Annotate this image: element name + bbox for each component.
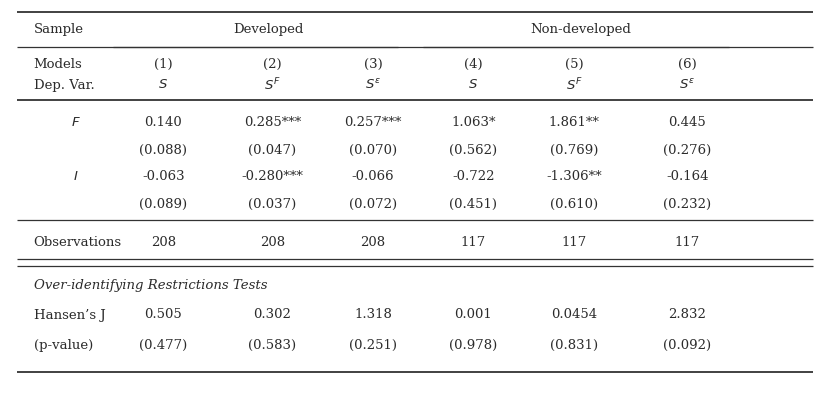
Text: 0.0454: 0.0454 [551, 308, 597, 322]
Text: 0.505: 0.505 [144, 308, 183, 322]
Text: (0.276): (0.276) [663, 144, 711, 156]
Text: 0.001: 0.001 [454, 308, 493, 322]
Text: $\mathit{S}^{\varepsilon}$: $\mathit{S}^{\varepsilon}$ [679, 78, 696, 92]
Text: (0.451): (0.451) [449, 197, 498, 211]
Text: 0.257***: 0.257*** [344, 115, 401, 129]
Text: Over-identifying Restrictions Tests: Over-identifying Restrictions Tests [34, 279, 267, 293]
Text: (1): (1) [154, 57, 173, 70]
Text: (0.047): (0.047) [248, 144, 297, 156]
Text: (0.088): (0.088) [139, 144, 188, 156]
Text: (0.089): (0.089) [139, 197, 188, 211]
Text: Hansen’s J: Hansen’s J [34, 308, 106, 322]
Text: (0.251): (0.251) [349, 339, 397, 351]
Text: -0.063: -0.063 [142, 170, 184, 183]
Text: (4): (4) [464, 57, 483, 70]
Text: Dep. Var.: Dep. Var. [34, 78, 94, 92]
Text: (0.232): (0.232) [663, 197, 711, 211]
Text: 117: 117 [675, 236, 700, 250]
Text: $\mathit{S}^{\mathit{F}}$: $\mathit{S}^{\mathit{F}}$ [566, 77, 582, 93]
Text: $\mathit{S}$: $\mathit{S}$ [468, 78, 478, 92]
Text: 1.318: 1.318 [354, 308, 392, 322]
Text: -0.280***: -0.280*** [241, 170, 303, 183]
Text: (3): (3) [364, 57, 382, 70]
Text: 0.285***: 0.285*** [244, 115, 301, 129]
Text: 117: 117 [461, 236, 486, 250]
Text: $\mathit{S}^{\varepsilon}$: $\mathit{S}^{\varepsilon}$ [365, 78, 381, 92]
Text: 117: 117 [561, 236, 587, 250]
Text: 1.063*: 1.063* [451, 115, 496, 129]
Text: $\mathit{S}$: $\mathit{S}$ [158, 78, 168, 92]
Text: -0.164: -0.164 [666, 170, 708, 183]
Text: 0.140: 0.140 [144, 115, 183, 129]
Text: 208: 208 [260, 236, 285, 250]
Text: (5): (5) [565, 57, 583, 70]
Text: Developed: Developed [233, 23, 303, 37]
Text: (p-value): (p-value) [34, 339, 93, 351]
Text: (2): (2) [263, 57, 282, 70]
Text: (0.072): (0.072) [349, 197, 397, 211]
Text: (0.092): (0.092) [663, 339, 711, 351]
Text: (0.477): (0.477) [139, 339, 188, 351]
Text: (0.037): (0.037) [248, 197, 297, 211]
Text: -0.722: -0.722 [453, 170, 494, 183]
Text: 0.445: 0.445 [668, 115, 706, 129]
Text: -1.306**: -1.306** [546, 170, 602, 183]
Text: $\mathit{F}$: $\mathit{F}$ [70, 115, 80, 129]
Text: 0.302: 0.302 [253, 308, 292, 322]
Text: (0.562): (0.562) [449, 144, 498, 156]
Text: Models: Models [34, 57, 82, 70]
Text: 208: 208 [360, 236, 385, 250]
Text: 2.832: 2.832 [668, 308, 706, 322]
Text: 208: 208 [151, 236, 176, 250]
Text: Non-developed: Non-developed [530, 23, 631, 37]
Text: Sample: Sample [34, 23, 84, 37]
Text: $\mathit{S}^{\mathit{F}}$: $\mathit{S}^{\mathit{F}}$ [264, 77, 281, 93]
Text: (6): (6) [678, 57, 696, 70]
Text: (0.583): (0.583) [248, 339, 297, 351]
Text: (0.831): (0.831) [550, 339, 598, 351]
Text: (0.769): (0.769) [550, 144, 598, 156]
Text: 1.861**: 1.861** [549, 115, 599, 129]
Text: Observations: Observations [34, 236, 122, 250]
Text: (0.978): (0.978) [449, 339, 498, 351]
Text: (0.610): (0.610) [550, 197, 598, 211]
Text: (0.070): (0.070) [349, 144, 397, 156]
Text: $\mathit{I}$: $\mathit{I}$ [73, 170, 78, 183]
Text: -0.066: -0.066 [352, 170, 394, 183]
